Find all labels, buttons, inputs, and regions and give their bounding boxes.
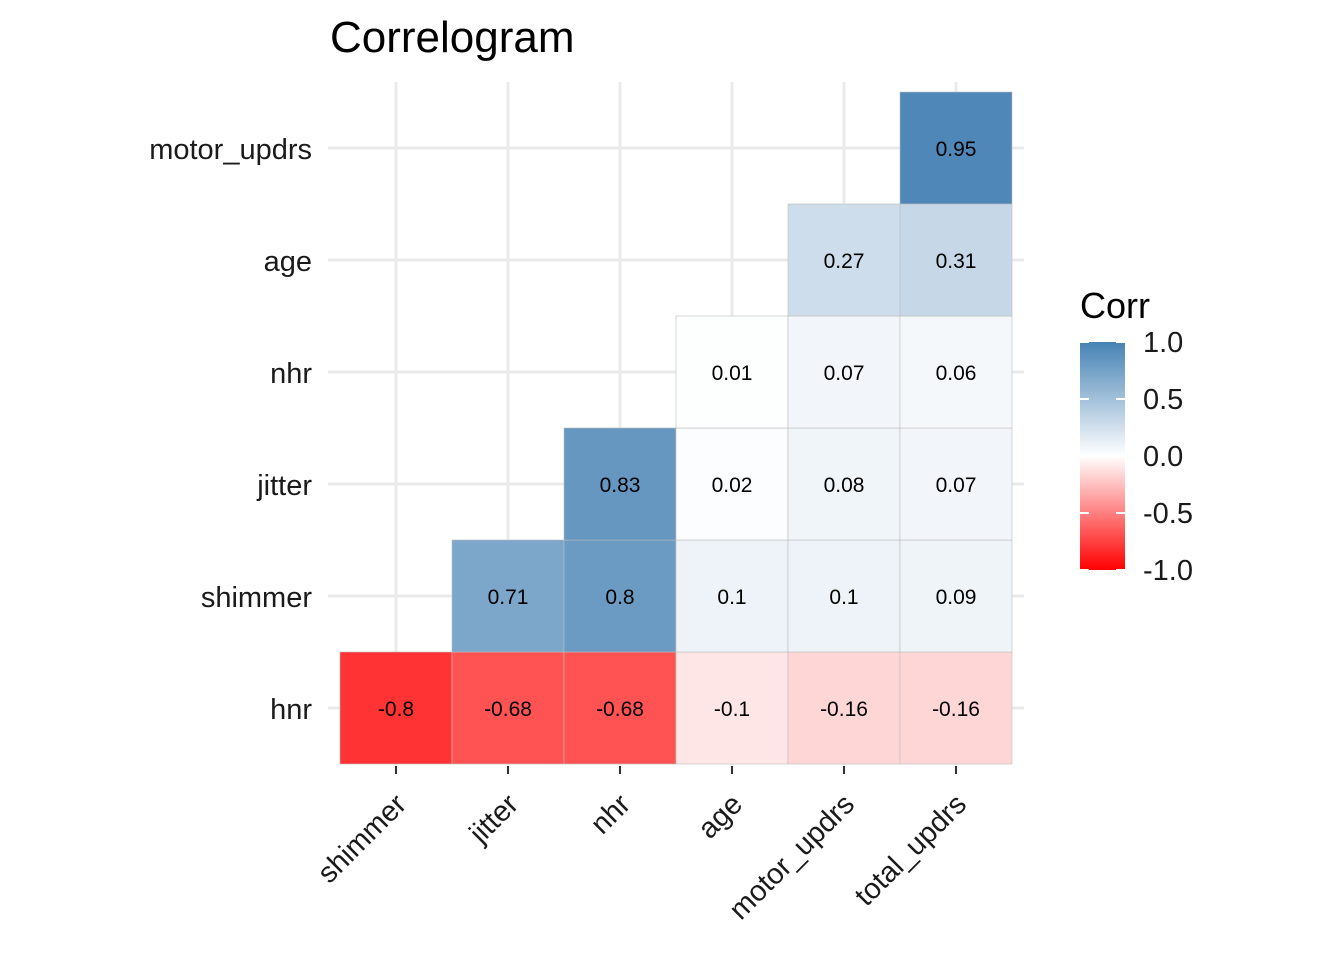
cell-jitter-nhr <box>563 427 677 541</box>
heatmap-cell: -0.16 <box>899 651 1013 765</box>
x-tick-label: age <box>692 788 749 845</box>
cell-shimmer-motor_updrs <box>787 539 901 653</box>
cell-motor_updrs-total_updrs <box>899 91 1013 205</box>
heatmap-cell: 0.27 <box>787 203 901 317</box>
cell-label: 0.08 <box>824 474 865 497</box>
heatmap-cell: 0.01 <box>675 315 789 429</box>
x-tick-label: shimmer <box>312 788 413 889</box>
cell-label: 0.1 <box>829 586 858 609</box>
legend-tick-label: 0.0 <box>1143 441 1183 473</box>
cell-nhr-age <box>675 315 789 429</box>
cell-jitter-motor_updrs <box>787 427 901 541</box>
y-tick-label: shimmer <box>201 582 313 614</box>
heatmap-cells: -0.8 -0.68 -0.68 -0.1 -0.16 -0.16 0.71 0.8 0.1 0.… <box>339 91 1013 765</box>
y-tick-label: age <box>264 246 312 278</box>
cell-hnr-shimmer <box>339 651 453 765</box>
cell-label: 0.06 <box>936 362 977 385</box>
heatmap-cell: 0.07 <box>899 427 1013 541</box>
cell-label: 0.07 <box>824 362 865 385</box>
cell-hnr-motor_updrs <box>787 651 901 765</box>
heatmap-cell: 0.08 <box>787 427 901 541</box>
y-tick-label: nhr <box>270 358 312 390</box>
heatmap-cell: 0.95 <box>899 91 1013 205</box>
cell-label: -0.68 <box>484 698 532 721</box>
cell-nhr-total_updrs <box>899 315 1013 429</box>
heatmap-cell: 0.06 <box>899 315 1013 429</box>
x-tick-label: nhr <box>585 788 638 841</box>
cell-label: 0.27 <box>824 250 865 273</box>
cell-label: -0.8 <box>378 698 414 721</box>
heatmap-cell: 0.1 <box>675 539 789 653</box>
legend: Corr 1.0 0.5 0.0 -0.5 -1.0 <box>1080 285 1193 587</box>
y-tick-label: motor_updrs <box>149 134 312 166</box>
cell-label: -0.1 <box>714 698 750 721</box>
x-tick-label: total_updrs <box>849 788 973 912</box>
cell-jitter-age <box>675 427 789 541</box>
cell-age-motor_updrs <box>787 203 901 317</box>
heatmap-cell: 0.09 <box>899 539 1013 653</box>
cell-label: 0.01 <box>712 362 753 385</box>
legend-title: Corr <box>1080 285 1150 326</box>
heatmap-cell: -0.8 <box>339 651 453 765</box>
cell-shimmer-jitter <box>451 539 565 653</box>
y-tick-label: jitter <box>256 470 312 502</box>
cell-label: -0.68 <box>596 698 644 721</box>
x-tick-label: jitter <box>463 788 525 850</box>
heatmap-cell: -0.1 <box>675 651 789 765</box>
cell-hnr-jitter <box>451 651 565 765</box>
heatmap-cell: -0.68 <box>563 651 677 765</box>
heatmap-cell: 0.02 <box>675 427 789 541</box>
cell-jitter-total_updrs <box>899 427 1013 541</box>
legend-tick-label: 0.5 <box>1143 384 1183 416</box>
heatmap-cell: 0.1 <box>787 539 901 653</box>
heatmap-cell: 0.8 <box>563 539 677 653</box>
cell-shimmer-nhr <box>563 539 677 653</box>
cell-label: 0.07 <box>936 474 977 497</box>
cell-nhr-motor_updrs <box>787 315 901 429</box>
cell-age-total_updrs <box>899 203 1013 317</box>
cell-shimmer-total_updrs <box>899 539 1013 653</box>
cell-label: 0.09 <box>936 586 977 609</box>
cell-label: 0.83 <box>600 474 641 497</box>
cell-label: 0.02 <box>712 474 753 497</box>
legend-tick-label: -0.5 <box>1143 498 1193 530</box>
cell-label: 0.8 <box>605 586 634 609</box>
legend-tick-label: 1.0 <box>1143 327 1183 359</box>
cell-label: -0.16 <box>932 698 980 721</box>
heatmap-cell: 0.71 <box>451 539 565 653</box>
heatmap-cell: -0.16 <box>787 651 901 765</box>
cell-label: 0.31 <box>936 250 977 273</box>
heatmap-cell: 0.83 <box>563 427 677 541</box>
cell-label: -0.16 <box>820 698 868 721</box>
heatmap-cell: 0.07 <box>787 315 901 429</box>
heatmap-cell: 0.31 <box>899 203 1013 317</box>
heatmap-cell: -0.68 <box>451 651 565 765</box>
cell-label: 0.71 <box>488 586 529 609</box>
y-tick-label: hnr <box>270 694 312 726</box>
cell-label: 0.95 <box>936 138 977 161</box>
cell-label: 0.1 <box>717 586 746 609</box>
chart-title: Correlogram <box>330 13 575 62</box>
legend-tick-label: -1.0 <box>1143 555 1193 587</box>
cell-hnr-total_updrs <box>899 651 1013 765</box>
